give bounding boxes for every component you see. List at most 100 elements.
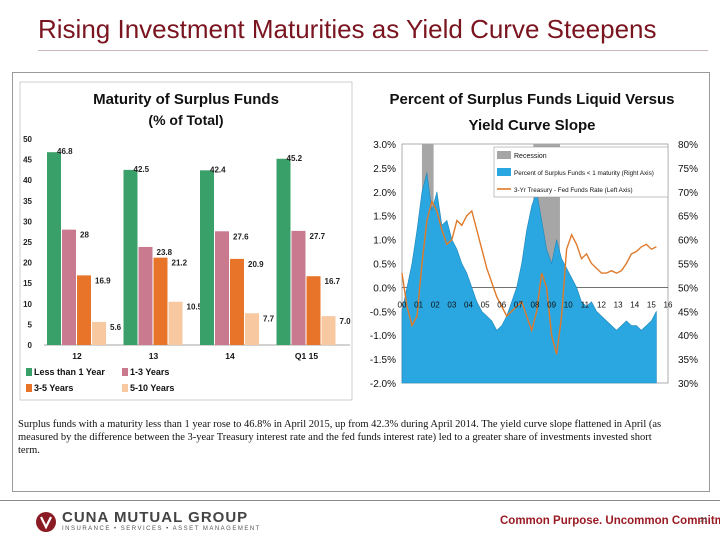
right-axis-tick-label: 70% [678, 188, 698, 199]
line-x-tick-label: 05 [481, 300, 490, 309]
legend-swatch-recession [497, 151, 511, 159]
bar-value-label: 46.8 [57, 147, 73, 156]
footer-divider [0, 500, 720, 501]
left-axis-tick-label: -1.5% [370, 355, 396, 366]
line-x-tick-label: 01 [414, 300, 423, 309]
right-axis-tick-label: 40% [678, 331, 698, 342]
bar [215, 231, 229, 345]
bar-value-label: 16.9 [95, 276, 111, 285]
right-axis-tick-label: 50% [678, 283, 698, 294]
line-x-tick-label: 14 [630, 300, 639, 309]
line-x-tick-label: 07 [514, 300, 523, 309]
legend-label: 5-10 Years [130, 383, 174, 393]
bar [153, 257, 168, 345]
bar-value-label: 42.4 [210, 165, 226, 174]
line-x-tick-label: 06 [497, 300, 506, 309]
legend-label-liquid: Percent of Surplus Funds < 1 maturity (R… [514, 170, 654, 177]
bar-y-tick-label: 0 [28, 341, 33, 350]
bar-x-tick-label: 14 [225, 351, 235, 361]
bar-value-label: 7.0 [340, 317, 352, 326]
bar-value-label: 42.5 [134, 165, 150, 174]
bar-y-tick-label: 20 [23, 259, 32, 268]
charts-canvas: Maturity of Surplus Funds(% of Total)051… [19, 81, 698, 401]
bar-y-tick-label: 25 [23, 238, 32, 247]
left-axis-tick-label: 1.5% [373, 212, 396, 223]
bar-value-label: 27.6 [233, 232, 249, 241]
line-legend-box [493, 146, 669, 198]
bar-y-tick-label: 40 [23, 176, 32, 185]
legend-label: Less than 1 Year [34, 367, 105, 377]
line-x-tick-label: 10 [564, 300, 573, 309]
legend-swatch [26, 384, 32, 392]
left-axis-tick-label: 2.0% [373, 188, 396, 199]
bar [245, 313, 259, 345]
bar [77, 275, 91, 345]
liquid-funds-area [401, 172, 657, 384]
legend-label-recession: Recession [514, 153, 547, 160]
line-x-tick-label: 15 [647, 300, 656, 309]
legend-swatch [26, 368, 32, 376]
line-x-tick-label: 12 [597, 300, 606, 309]
bar [168, 301, 183, 345]
line-x-tick-label: 04 [464, 300, 473, 309]
bar-y-tick-label: 35 [23, 197, 32, 206]
brand-tagline: INSURANCE • SERVICES • ASSET MANAGEMENT [62, 526, 261, 532]
bar-y-tick-label: 5 [28, 320, 33, 329]
page-number: 21 [700, 517, 708, 524]
legend-label: 1-3 Years [130, 367, 169, 377]
slide-title: Rising Investment Maturities as Yield Cu… [38, 14, 657, 44]
left-axis-tick-label: 1.0% [373, 236, 396, 247]
line-x-tick-label: 02 [431, 300, 440, 309]
bar-value-label: 7.7 [263, 314, 275, 323]
line-x-tick-label: 09 [547, 300, 556, 309]
bar-value-label: 23.8 [157, 248, 173, 257]
bar-value-label: 5.6 [110, 323, 122, 332]
right-axis-tick-label: 60% [678, 236, 698, 247]
title-divider [38, 50, 708, 51]
bar [276, 158, 291, 345]
bar-value-label: 20.9 [248, 260, 264, 269]
bar [306, 276, 321, 345]
bar-y-tick-label: 45 [23, 156, 32, 165]
bar-y-tick-label: 15 [23, 279, 32, 288]
bar-value-label: 28 [80, 231, 89, 240]
bar [321, 316, 336, 345]
right-axis-tick-label: 30% [678, 379, 698, 390]
bar [200, 170, 214, 345]
bar-value-label: 45.2 [287, 154, 303, 163]
left-axis-tick-label: 3.0% [373, 140, 396, 151]
cuna-logo-icon [36, 512, 56, 532]
legend-swatch-liquid [497, 168, 511, 176]
bar-value-label: 10.5 [187, 303, 203, 312]
legend-swatch [122, 368, 128, 376]
bar [123, 169, 138, 345]
left-axis-tick-label: -0.5% [370, 307, 396, 318]
right-axis-tick-label: 45% [678, 307, 698, 318]
bar-y-tick-label: 30 [23, 217, 32, 226]
bar-x-tick-label: 13 [149, 351, 159, 361]
right-axis-tick-label: 75% [678, 164, 698, 175]
left-axis-tick-label: -2.0% [370, 379, 396, 390]
line-chart-title-line1: Percent of Surplus Funds Liquid Versus [389, 91, 674, 108]
bar-chart-title: Maturity of Surplus Funds [93, 91, 279, 108]
line-x-tick-label: 03 [447, 300, 456, 309]
legend-label-slope: 3-Yr Treasury - Fed Funds Rate (Left Axi… [514, 187, 633, 194]
line-chart-title-line2: Yield Curve Slope [469, 117, 596, 134]
line-x-tick-label: 08 [531, 300, 540, 309]
left-axis-tick-label: 0.0% [373, 283, 396, 294]
bar [138, 246, 153, 345]
bar [92, 321, 106, 345]
company-slogan: Common Purpose. Uncommon Commitment. [500, 515, 720, 527]
left-axis-tick-label: 0.5% [373, 260, 396, 271]
yield-slope-line [401, 199, 657, 355]
bar-y-tick-label: 50 [23, 135, 32, 144]
right-axis-tick-label: 65% [678, 212, 698, 223]
right-axis-tick-label: 55% [678, 260, 698, 271]
bar [62, 229, 76, 345]
line-x-tick-label: 13 [614, 300, 623, 309]
bar [47, 152, 61, 345]
line-x-tick-label: 00 [398, 300, 407, 309]
bar [230, 258, 244, 345]
brand-name: CUNA MUTUAL GROUP [62, 509, 249, 526]
bar-x-tick-label: Q1 15 [295, 351, 318, 361]
